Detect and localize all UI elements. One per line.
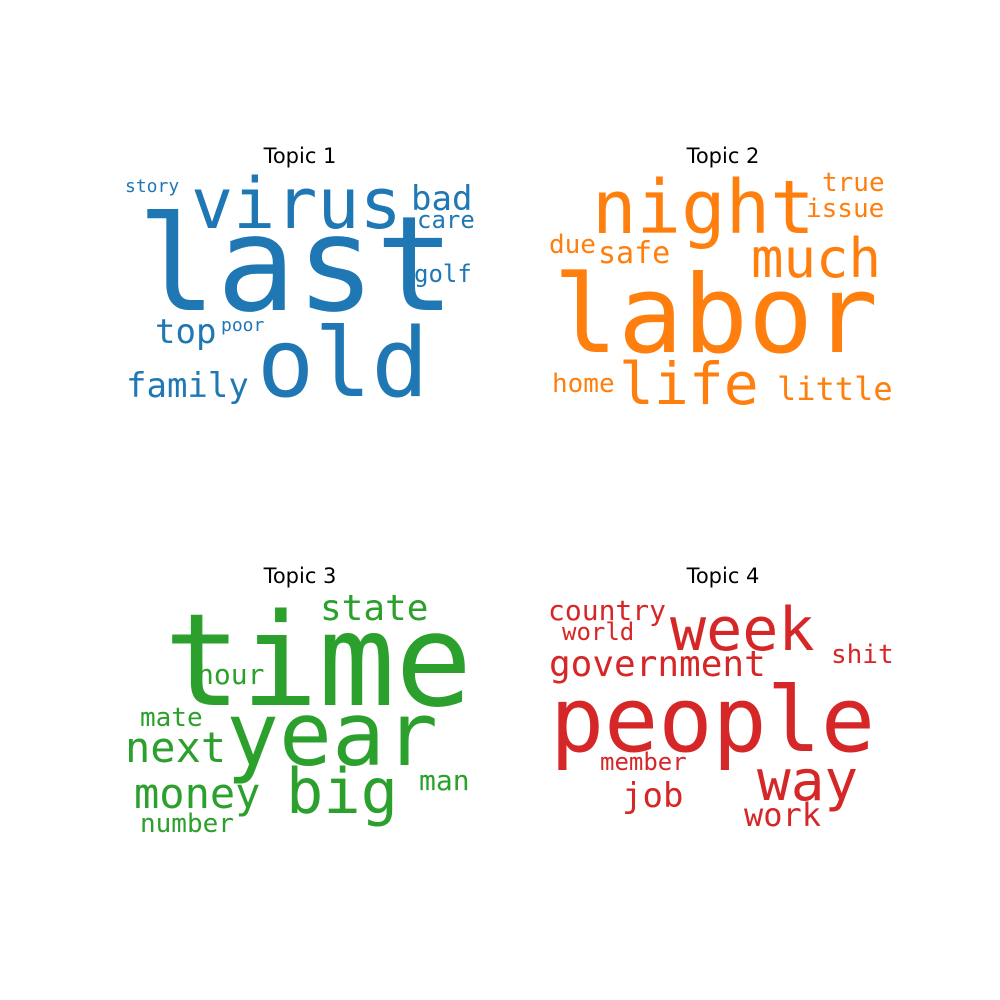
topic-3-panel: Topic 3 time year state big next money h… [125, 564, 472, 839]
topic-2-word: little [777, 370, 893, 408]
topic-3-word: hour [197, 658, 264, 691]
topic-4-word: job [622, 776, 683, 816]
topic-1-word: old [257, 309, 429, 419]
topic-2-word: labor [553, 253, 878, 378]
topic-3-word: next [125, 723, 226, 772]
topic-1-word: story [125, 176, 179, 197]
topic-1-word: family [126, 366, 249, 406]
topic-2-title: Topic 2 [686, 144, 760, 168]
topic-3-title: Topic 3 [263, 564, 337, 588]
topic-3-word: money [134, 769, 260, 818]
topic-1-word: bad [411, 179, 472, 219]
topic-3-word: year [226, 683, 438, 786]
topic-2-word: due [549, 230, 596, 260]
topic-4-word: member [600, 748, 687, 776]
topic-4-word: government [549, 644, 766, 685]
topic-2-panel: Topic 2 labor night much life true issue… [549, 144, 893, 418]
topic-1-word: care [417, 206, 475, 234]
topic-3-word: big [286, 755, 398, 828]
topic-3-word: time [164, 587, 472, 736]
topic-1-word: golf [414, 260, 472, 288]
topic-3-word: mate [140, 703, 203, 733]
topic-4-word: shit [831, 640, 894, 670]
topic-1-word: last [137, 188, 455, 342]
topic-4-word: way [757, 749, 858, 814]
topic-1-word: poor [221, 315, 265, 336]
topic-4-word: people [550, 668, 875, 773]
topic-1-word: top [155, 312, 216, 352]
topic-1-word: virus [191, 163, 402, 245]
topic-2-word: life [619, 350, 759, 418]
topic-3-word: number [140, 809, 234, 839]
topic-2-word: home [552, 369, 615, 399]
topic-1-wordcloud: last old virus bad care golf story top p… [125, 163, 475, 419]
topic-4-title: Topic 4 [686, 564, 760, 588]
topic-1-title: Topic 1 [263, 144, 337, 168]
topic-4-wordcloud: people week way government country world… [548, 594, 894, 834]
topic-2-wordcloud: labor night much life true issue due saf… [549, 165, 893, 418]
topic-4-word: country [548, 594, 666, 627]
topic-3-word: state [320, 588, 428, 629]
topic-1-panel: Topic 1 last old virus bad care golf sto… [125, 144, 475, 419]
topic-4-word: week [670, 595, 815, 665]
topic-2-word: safe [598, 236, 670, 271]
topic-4-word: work [744, 796, 821, 834]
topic-2-word: issue [806, 194, 884, 224]
topic-4-word: world [562, 618, 634, 646]
topic-3-wordcloud: time year state big next money hour mate… [125, 587, 472, 839]
topic-2-word: much [751, 227, 881, 290]
topic-2-word: true [822, 168, 885, 198]
topic-3-word: man [419, 764, 470, 797]
topic-4-panel: Topic 4 people week way government count… [548, 564, 894, 834]
topic-2-word: night [592, 165, 815, 251]
